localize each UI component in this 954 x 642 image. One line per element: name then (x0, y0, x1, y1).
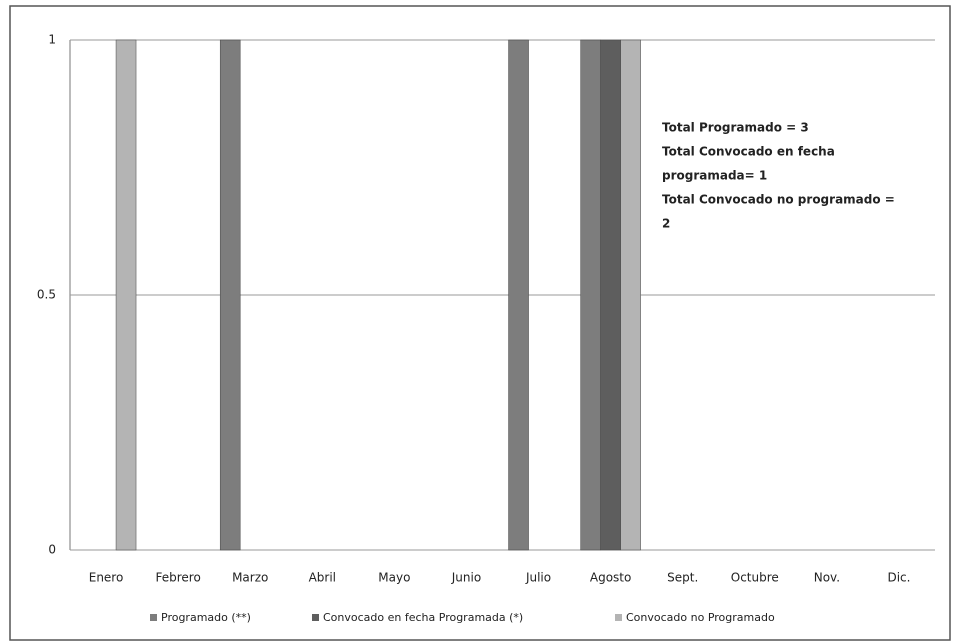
annotation: Total Programado = 3 (662, 121, 809, 135)
frame (9, 5, 951, 641)
legend-label: Convocado en fecha Programada (*) (323, 611, 523, 624)
x-tick-label: Enero (89, 571, 124, 585)
bar (219, 39, 241, 551)
bar (508, 39, 529, 551)
x-tick-label: Julio (525, 571, 551, 585)
bar (115, 39, 137, 551)
annotation: 2 (662, 217, 670, 231)
bar (620, 39, 641, 551)
annotation: Total Convocado en fecha (662, 145, 835, 159)
x-tick-label: Agosto (590, 571, 631, 585)
legend-label: Convocado no Programado (626, 611, 775, 624)
y-tick-label: 1 (48, 33, 56, 47)
annotation: programada= 1 (662, 169, 767, 183)
y-tick-label: 0 (48, 543, 56, 557)
x-tick-label: Mayo (378, 571, 410, 585)
x-tick-label: Abril (309, 571, 336, 585)
y-tick-label: 0.5 (37, 288, 56, 302)
x-tick-label: Marzo (232, 571, 268, 585)
bar (600, 39, 621, 551)
x-tick-label: Nov. (814, 571, 840, 585)
legend-swatch (615, 614, 622, 621)
x-tick-label: Febrero (155, 571, 200, 585)
bar (580, 39, 601, 551)
legend-label: Programado (**) (161, 611, 251, 624)
legend-swatch (150, 614, 157, 621)
annotation: Total Convocado no programado = (662, 193, 895, 207)
legend-swatch (312, 614, 319, 621)
x-tick-label: Octubre (731, 571, 779, 585)
x-tick-label: Sept. (667, 571, 698, 585)
x-tick-label: Dic. (887, 571, 910, 585)
x-tick-label: Junio (451, 571, 481, 585)
